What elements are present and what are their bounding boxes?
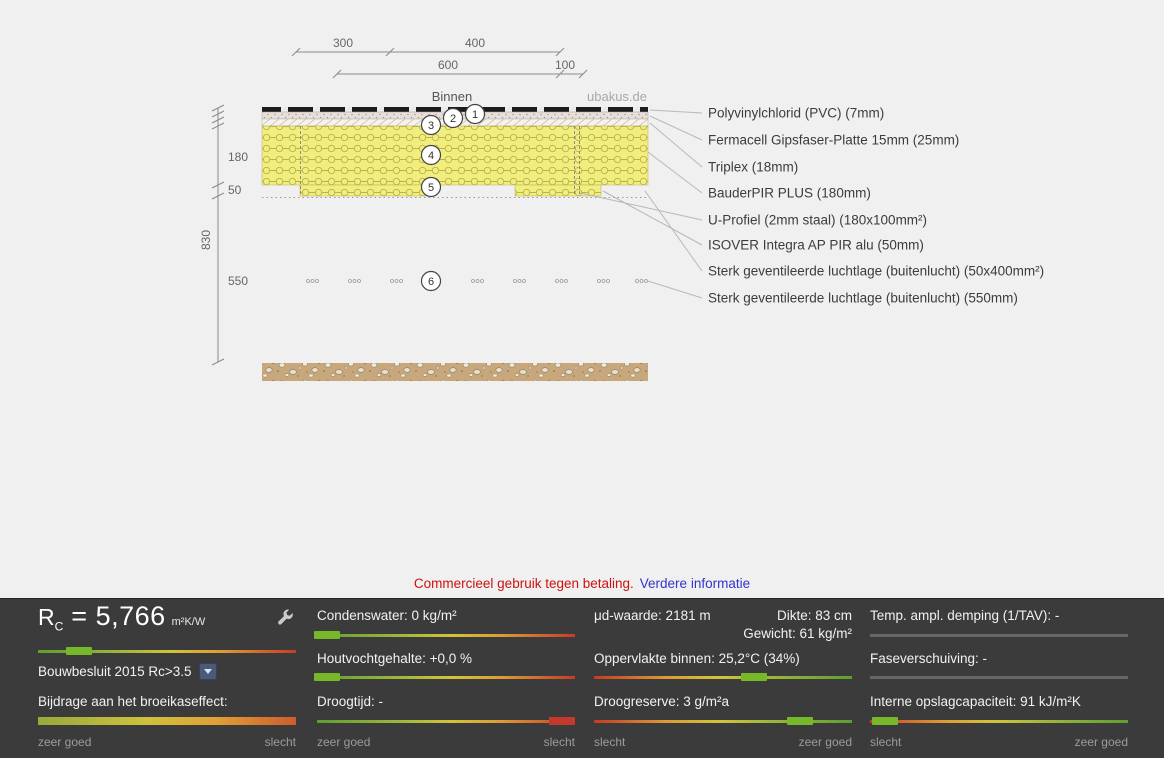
more-info-link[interactable]: Verdere informatie xyxy=(639,575,751,591)
layer-label: Fermacell Gipsfaser-Platte 15mm (25mm) xyxy=(708,133,959,148)
scale-row: slecht zeer goed xyxy=(870,735,1128,749)
gauge-marker xyxy=(314,631,341,639)
rc-row: RC = 5,766 m²K/W xyxy=(38,601,296,634)
chevron-down-icon xyxy=(204,669,213,674)
scale-bad: slecht xyxy=(870,735,902,749)
mud-dikte-row: μd-waarde: 2181 m Dikte: 83 cm xyxy=(594,608,852,623)
badge-1: 1 xyxy=(472,109,478,121)
droogtijd-gauge xyxy=(317,717,576,725)
gewicht-label: Gewicht: 61 kg/m² xyxy=(743,626,852,641)
dim-400: 400 xyxy=(465,36,485,50)
bouwbesluit-dropdown[interactable] xyxy=(199,663,218,680)
dim-550: 550 xyxy=(228,274,248,288)
gauge-marker xyxy=(740,673,767,681)
thermal-column: Temp. ampl. demping (1/TAV): - Faseversc… xyxy=(870,599,1128,758)
scale-good: zeer goed xyxy=(1074,735,1128,749)
mud-label: μd-waarde: 2181 m xyxy=(594,608,711,623)
condenswater-gauge xyxy=(314,631,575,639)
droogreserve-label: Droogreserve: 3 g/m²a xyxy=(594,694,730,709)
fase-gauge xyxy=(870,673,1128,681)
watermark: ubakus.de xyxy=(587,89,647,104)
bouwbesluit-label: Bouwbesluit 2015 Rc>3.5 xyxy=(38,664,192,679)
scale-good: zeer goed xyxy=(317,735,371,749)
scale-row: zeer goed slecht xyxy=(38,735,296,749)
left-dimension-line xyxy=(211,104,225,366)
layer-stack xyxy=(261,107,649,381)
houtvocht-label: Houtvochtgehalte: +0,0 % xyxy=(317,651,472,666)
diagram-svg: 300 400 600 100 Binnen ubakus.de 180 50 … xyxy=(199,36,1044,381)
badge-6: 6 xyxy=(428,276,434,288)
dim-180: 180 xyxy=(228,150,248,164)
layer-label: BauderPIR PLUS (180mm) xyxy=(708,186,871,201)
fase-label: Faseverschuiving: - xyxy=(870,651,988,666)
dim-300: 300 xyxy=(333,36,353,50)
broeikas-gauge xyxy=(38,717,296,725)
scale-good: zeer goed xyxy=(798,735,852,749)
droogtijd-label: Droogtijd: - xyxy=(317,694,384,709)
scale-row: zeer goed slecht xyxy=(317,735,575,749)
notice-text: Commercieel gebruik tegen betaling. xyxy=(413,575,634,591)
droogreserve-gauge xyxy=(594,717,852,725)
layer-label: Triplex (18mm) xyxy=(708,160,798,175)
condenswater-label: Condenswater: 0 kg/m² xyxy=(317,608,457,623)
badge-5: 5 xyxy=(428,182,434,194)
layer-bauderpir xyxy=(261,125,649,186)
layer-isover-left xyxy=(299,184,431,197)
dim-830: 830 xyxy=(199,230,213,250)
air-vent-symbols xyxy=(306,279,648,283)
tempampl-gauge xyxy=(870,631,1128,639)
badge-2: 2 xyxy=(450,113,456,125)
settings-wrench-icon[interactable] xyxy=(277,609,294,626)
opslag-gauge xyxy=(870,717,1128,725)
scale-good: zeer goed xyxy=(38,735,92,749)
layer-labels: Polyvinylchlorid (PVC) (7mm) Fermacell G… xyxy=(708,106,1044,306)
construction-diagram: 300 400 600 100 Binnen ubakus.de 180 50 … xyxy=(199,36,1045,381)
opslag-label: Interne opslagcapaciteit: 91 kJ/m²K xyxy=(870,694,1081,709)
scale-bad: slecht xyxy=(594,735,626,749)
rc-gauge-marker xyxy=(66,647,93,655)
rc-symbol: RC xyxy=(38,604,64,634)
layer-label: Sterk geventileerde luchtlage (buitenluc… xyxy=(708,291,1018,306)
oppervlakte-gauge xyxy=(594,673,852,681)
layer-label: Polyvinylchlorid (PVC) (7mm) xyxy=(708,106,884,121)
layer-number-badges: 1 2 3 4 5 6 xyxy=(420,103,486,292)
surface-column: μd-waarde: 2181 m Dikte: 83 cm Gewicht: … xyxy=(594,599,852,758)
bouwbesluit-row: Bouwbesluit 2015 Rc>3.5 xyxy=(38,663,296,680)
rc-column: RC = 5,766 m²K/W Bouwbesluit 2015 Rc>3.5… xyxy=(38,599,296,758)
scale-row: slecht zeer goed xyxy=(594,735,852,749)
scale-bad: slecht xyxy=(264,735,296,749)
gauge-marker xyxy=(787,717,814,725)
badge-4: 4 xyxy=(428,150,434,162)
layer-label: Sterk geventileerde luchtlage (buitenluc… xyxy=(708,264,1044,279)
gauge-marker xyxy=(549,717,576,725)
oppervlakte-label: Oppervlakte binnen: 25,2°C (34%) xyxy=(594,651,800,666)
binnen-label: Binnen xyxy=(432,89,472,104)
results-panel: RC = 5,766 m²K/W Bouwbesluit 2015 Rc>3.5… xyxy=(0,598,1164,758)
rc-unit: m²K/W xyxy=(171,616,206,628)
houtvocht-gauge xyxy=(314,673,575,681)
gauge-marker xyxy=(872,717,899,725)
moisture-column: Condenswater: 0 kg/m² Houtvochtgehalte: … xyxy=(314,599,576,758)
license-notice: Commercieel gebruik tegen betaling. Verd… xyxy=(0,568,1164,598)
dim-100: 100 xyxy=(555,58,575,72)
u-profile-lines xyxy=(300,126,580,196)
layer-isover-right xyxy=(514,184,602,197)
scale-bad: slecht xyxy=(543,735,575,749)
dim-50: 50 xyxy=(228,183,242,197)
tempampl-label: Temp. ampl. demping (1/TAV): - xyxy=(870,608,1060,623)
layer-label: U-Profiel (2mm staal) (180x100mm²) xyxy=(708,213,927,228)
broeikas-label: Bijdrage aan het broeikaseffect: xyxy=(38,694,228,709)
dim-600: 600 xyxy=(438,58,458,72)
layer-ground xyxy=(262,363,648,381)
rc-gauge xyxy=(38,647,296,655)
badge-3: 3 xyxy=(428,120,434,132)
gauge-marker xyxy=(314,673,341,681)
leader-lines xyxy=(579,109,703,299)
rc-value: = 5,766 xyxy=(71,601,166,631)
dikte-label: Dikte: 83 cm xyxy=(776,608,852,623)
top-dimension-lines xyxy=(291,47,588,79)
layer-label: ISOVER Integra AP PIR alu (50mm) xyxy=(708,238,924,253)
